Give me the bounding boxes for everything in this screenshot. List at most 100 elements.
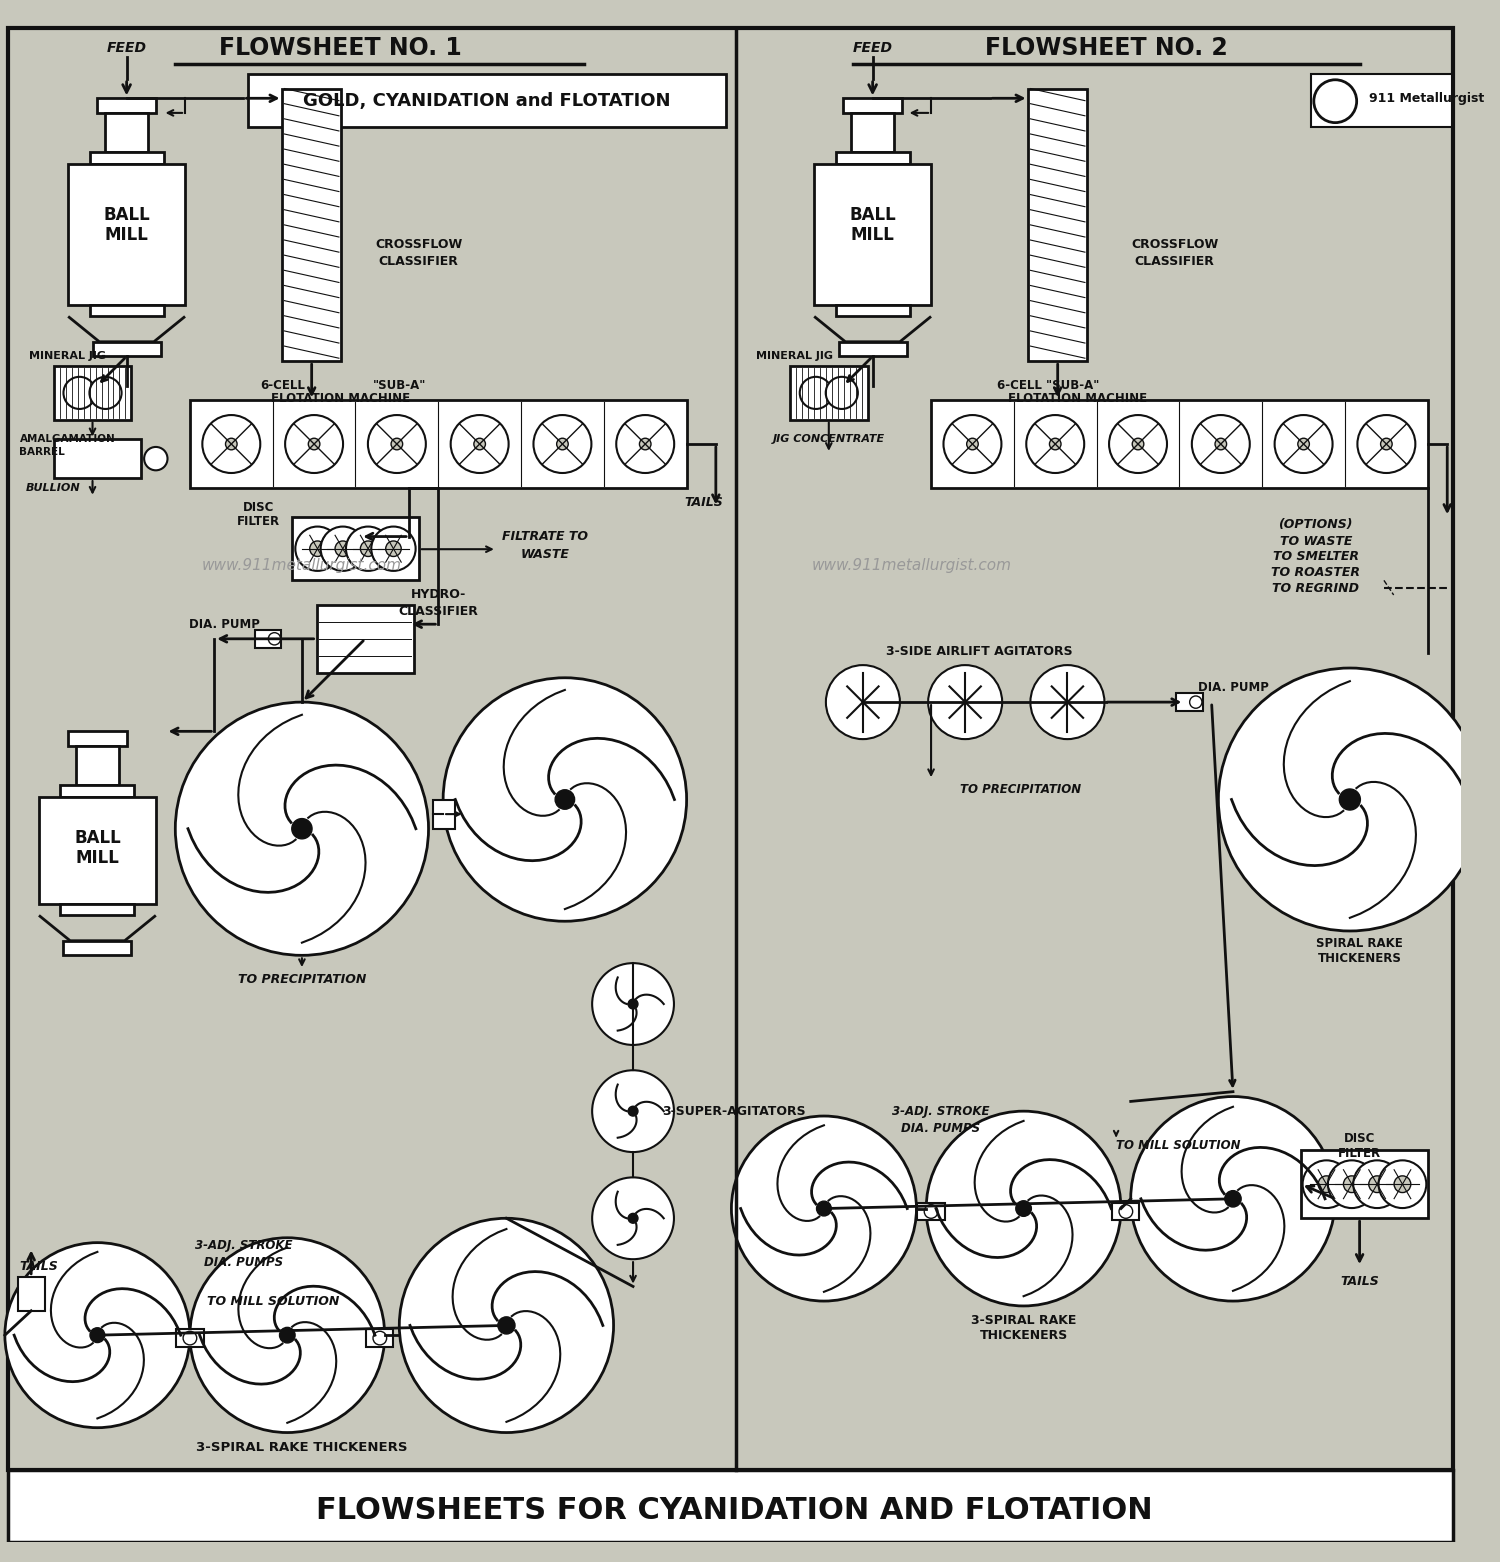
Bar bbox=[366, 1329, 393, 1346]
Circle shape bbox=[176, 701, 429, 956]
Circle shape bbox=[1370, 1176, 1386, 1192]
Circle shape bbox=[1218, 669, 1482, 931]
Bar bbox=[60, 784, 135, 797]
Circle shape bbox=[1108, 415, 1167, 473]
Circle shape bbox=[1192, 415, 1250, 473]
Bar bbox=[39, 797, 156, 904]
Circle shape bbox=[1131, 1097, 1335, 1301]
Text: WASTE: WASTE bbox=[520, 548, 570, 561]
Text: FEED: FEED bbox=[106, 41, 147, 55]
Text: 3-ADJ. STROKE: 3-ADJ. STROKE bbox=[892, 1104, 990, 1118]
Text: CROSSFLOW: CROSSFLOW bbox=[1131, 237, 1218, 251]
Bar bbox=[177, 1329, 204, 1346]
Circle shape bbox=[90, 1328, 105, 1343]
Bar bbox=[1300, 1150, 1428, 1218]
Circle shape bbox=[309, 439, 320, 450]
Text: BALL: BALL bbox=[849, 206, 895, 225]
Bar bbox=[839, 342, 906, 356]
Circle shape bbox=[928, 665, 1002, 739]
Circle shape bbox=[800, 376, 832, 409]
Circle shape bbox=[225, 439, 237, 450]
Bar bbox=[249, 73, 726, 128]
Bar bbox=[93, 342, 160, 356]
Circle shape bbox=[1050, 439, 1060, 450]
Circle shape bbox=[924, 1204, 938, 1218]
Circle shape bbox=[592, 964, 674, 1045]
Bar bbox=[190, 400, 687, 487]
Text: "SUB-A": "SUB-A" bbox=[372, 380, 426, 392]
Circle shape bbox=[1318, 1176, 1335, 1192]
Circle shape bbox=[4, 1243, 190, 1428]
Circle shape bbox=[1394, 1176, 1411, 1192]
Text: SPIRAL RAKE: SPIRAL RAKE bbox=[1316, 937, 1402, 950]
Circle shape bbox=[144, 447, 168, 470]
Circle shape bbox=[1026, 415, 1084, 473]
Bar bbox=[105, 112, 148, 152]
Circle shape bbox=[442, 678, 687, 922]
Text: 3-SUPER-AGITATORS: 3-SUPER-AGITATORS bbox=[663, 1104, 806, 1118]
Bar bbox=[60, 904, 135, 915]
Text: MINERAL JIG: MINERAL JIG bbox=[28, 351, 106, 361]
Text: GOLD, CYANIDATION and FLOTATION: GOLD, CYANIDATION and FLOTATION bbox=[303, 92, 670, 111]
Circle shape bbox=[296, 526, 339, 570]
Bar bbox=[76, 747, 118, 784]
Text: 6-CELL "SUB-A": 6-CELL "SUB-A" bbox=[998, 380, 1100, 392]
Circle shape bbox=[268, 633, 280, 645]
Text: TO REGRIND: TO REGRIND bbox=[1272, 581, 1359, 595]
Circle shape bbox=[1340, 789, 1360, 811]
Circle shape bbox=[592, 1178, 674, 1259]
Circle shape bbox=[1119, 1204, 1132, 1218]
Circle shape bbox=[592, 1070, 674, 1153]
Circle shape bbox=[1358, 415, 1416, 473]
Circle shape bbox=[616, 415, 674, 473]
Circle shape bbox=[1132, 439, 1144, 450]
Text: THICKENERS: THICKENERS bbox=[980, 1329, 1068, 1342]
Circle shape bbox=[374, 1331, 387, 1345]
Circle shape bbox=[399, 1218, 614, 1432]
Text: JIG CONCENTRATE: JIG CONCENTRATE bbox=[772, 434, 885, 444]
Circle shape bbox=[392, 439, 402, 450]
Bar bbox=[292, 517, 418, 581]
Circle shape bbox=[827, 665, 900, 739]
Circle shape bbox=[190, 1237, 384, 1432]
Text: 3-SPIRAL RAKE: 3-SPIRAL RAKE bbox=[970, 1314, 1077, 1328]
Circle shape bbox=[1344, 1176, 1360, 1192]
Text: DISC: DISC bbox=[1344, 1132, 1376, 1145]
Circle shape bbox=[450, 415, 509, 473]
Bar bbox=[932, 400, 1428, 487]
Text: FLOTATION MACHINE: FLOTATION MACHINE bbox=[1008, 392, 1146, 405]
Text: 3-ADJ. STROKE: 3-ADJ. STROKE bbox=[195, 1239, 292, 1253]
Text: TO PRECIPITATION: TO PRECIPITATION bbox=[237, 973, 366, 986]
Bar bbox=[1311, 73, 1452, 128]
Circle shape bbox=[292, 818, 312, 839]
Text: DIA. PUMPS: DIA. PUMPS bbox=[204, 1256, 284, 1268]
Circle shape bbox=[825, 376, 858, 409]
Text: TO PRECIPITATION: TO PRECIPITATION bbox=[960, 783, 1082, 797]
Bar bbox=[850, 112, 894, 152]
Circle shape bbox=[1016, 1201, 1032, 1217]
Text: AMALGAMATION: AMALGAMATION bbox=[20, 434, 116, 444]
Text: BALL: BALL bbox=[74, 829, 122, 848]
Text: CROSSFLOW: CROSSFLOW bbox=[375, 237, 462, 251]
Circle shape bbox=[1190, 697, 1202, 708]
Text: FLOWSHEET NO. 1: FLOWSHEET NO. 1 bbox=[219, 36, 462, 59]
Text: TAILS: TAILS bbox=[1340, 1275, 1378, 1289]
Text: 3-SIDE AIRLIFT AGITATORS: 3-SIDE AIRLIFT AGITATORS bbox=[886, 645, 1072, 658]
Text: MILL: MILL bbox=[105, 225, 148, 244]
Circle shape bbox=[628, 1214, 638, 1223]
Circle shape bbox=[1030, 665, 1104, 739]
Circle shape bbox=[1314, 80, 1356, 123]
Text: MILL: MILL bbox=[75, 848, 120, 867]
Circle shape bbox=[1378, 1161, 1426, 1207]
Circle shape bbox=[628, 1106, 638, 1117]
Text: TO SMELTER: TO SMELTER bbox=[1274, 550, 1359, 564]
Text: TAILS: TAILS bbox=[686, 497, 723, 509]
Text: MINERAL JIG: MINERAL JIG bbox=[756, 351, 833, 361]
Bar bbox=[255, 629, 282, 648]
Text: DISC: DISC bbox=[243, 501, 274, 514]
Text: FLOWSHEETS FOR CYANIDATION AND FLOTATION: FLOWSHEETS FOR CYANIDATION AND FLOTATION bbox=[316, 1496, 1152, 1525]
Bar bbox=[836, 152, 909, 164]
Text: (OPTIONS): (OPTIONS) bbox=[1278, 519, 1353, 531]
Circle shape bbox=[372, 526, 416, 570]
Circle shape bbox=[334, 540, 351, 556]
